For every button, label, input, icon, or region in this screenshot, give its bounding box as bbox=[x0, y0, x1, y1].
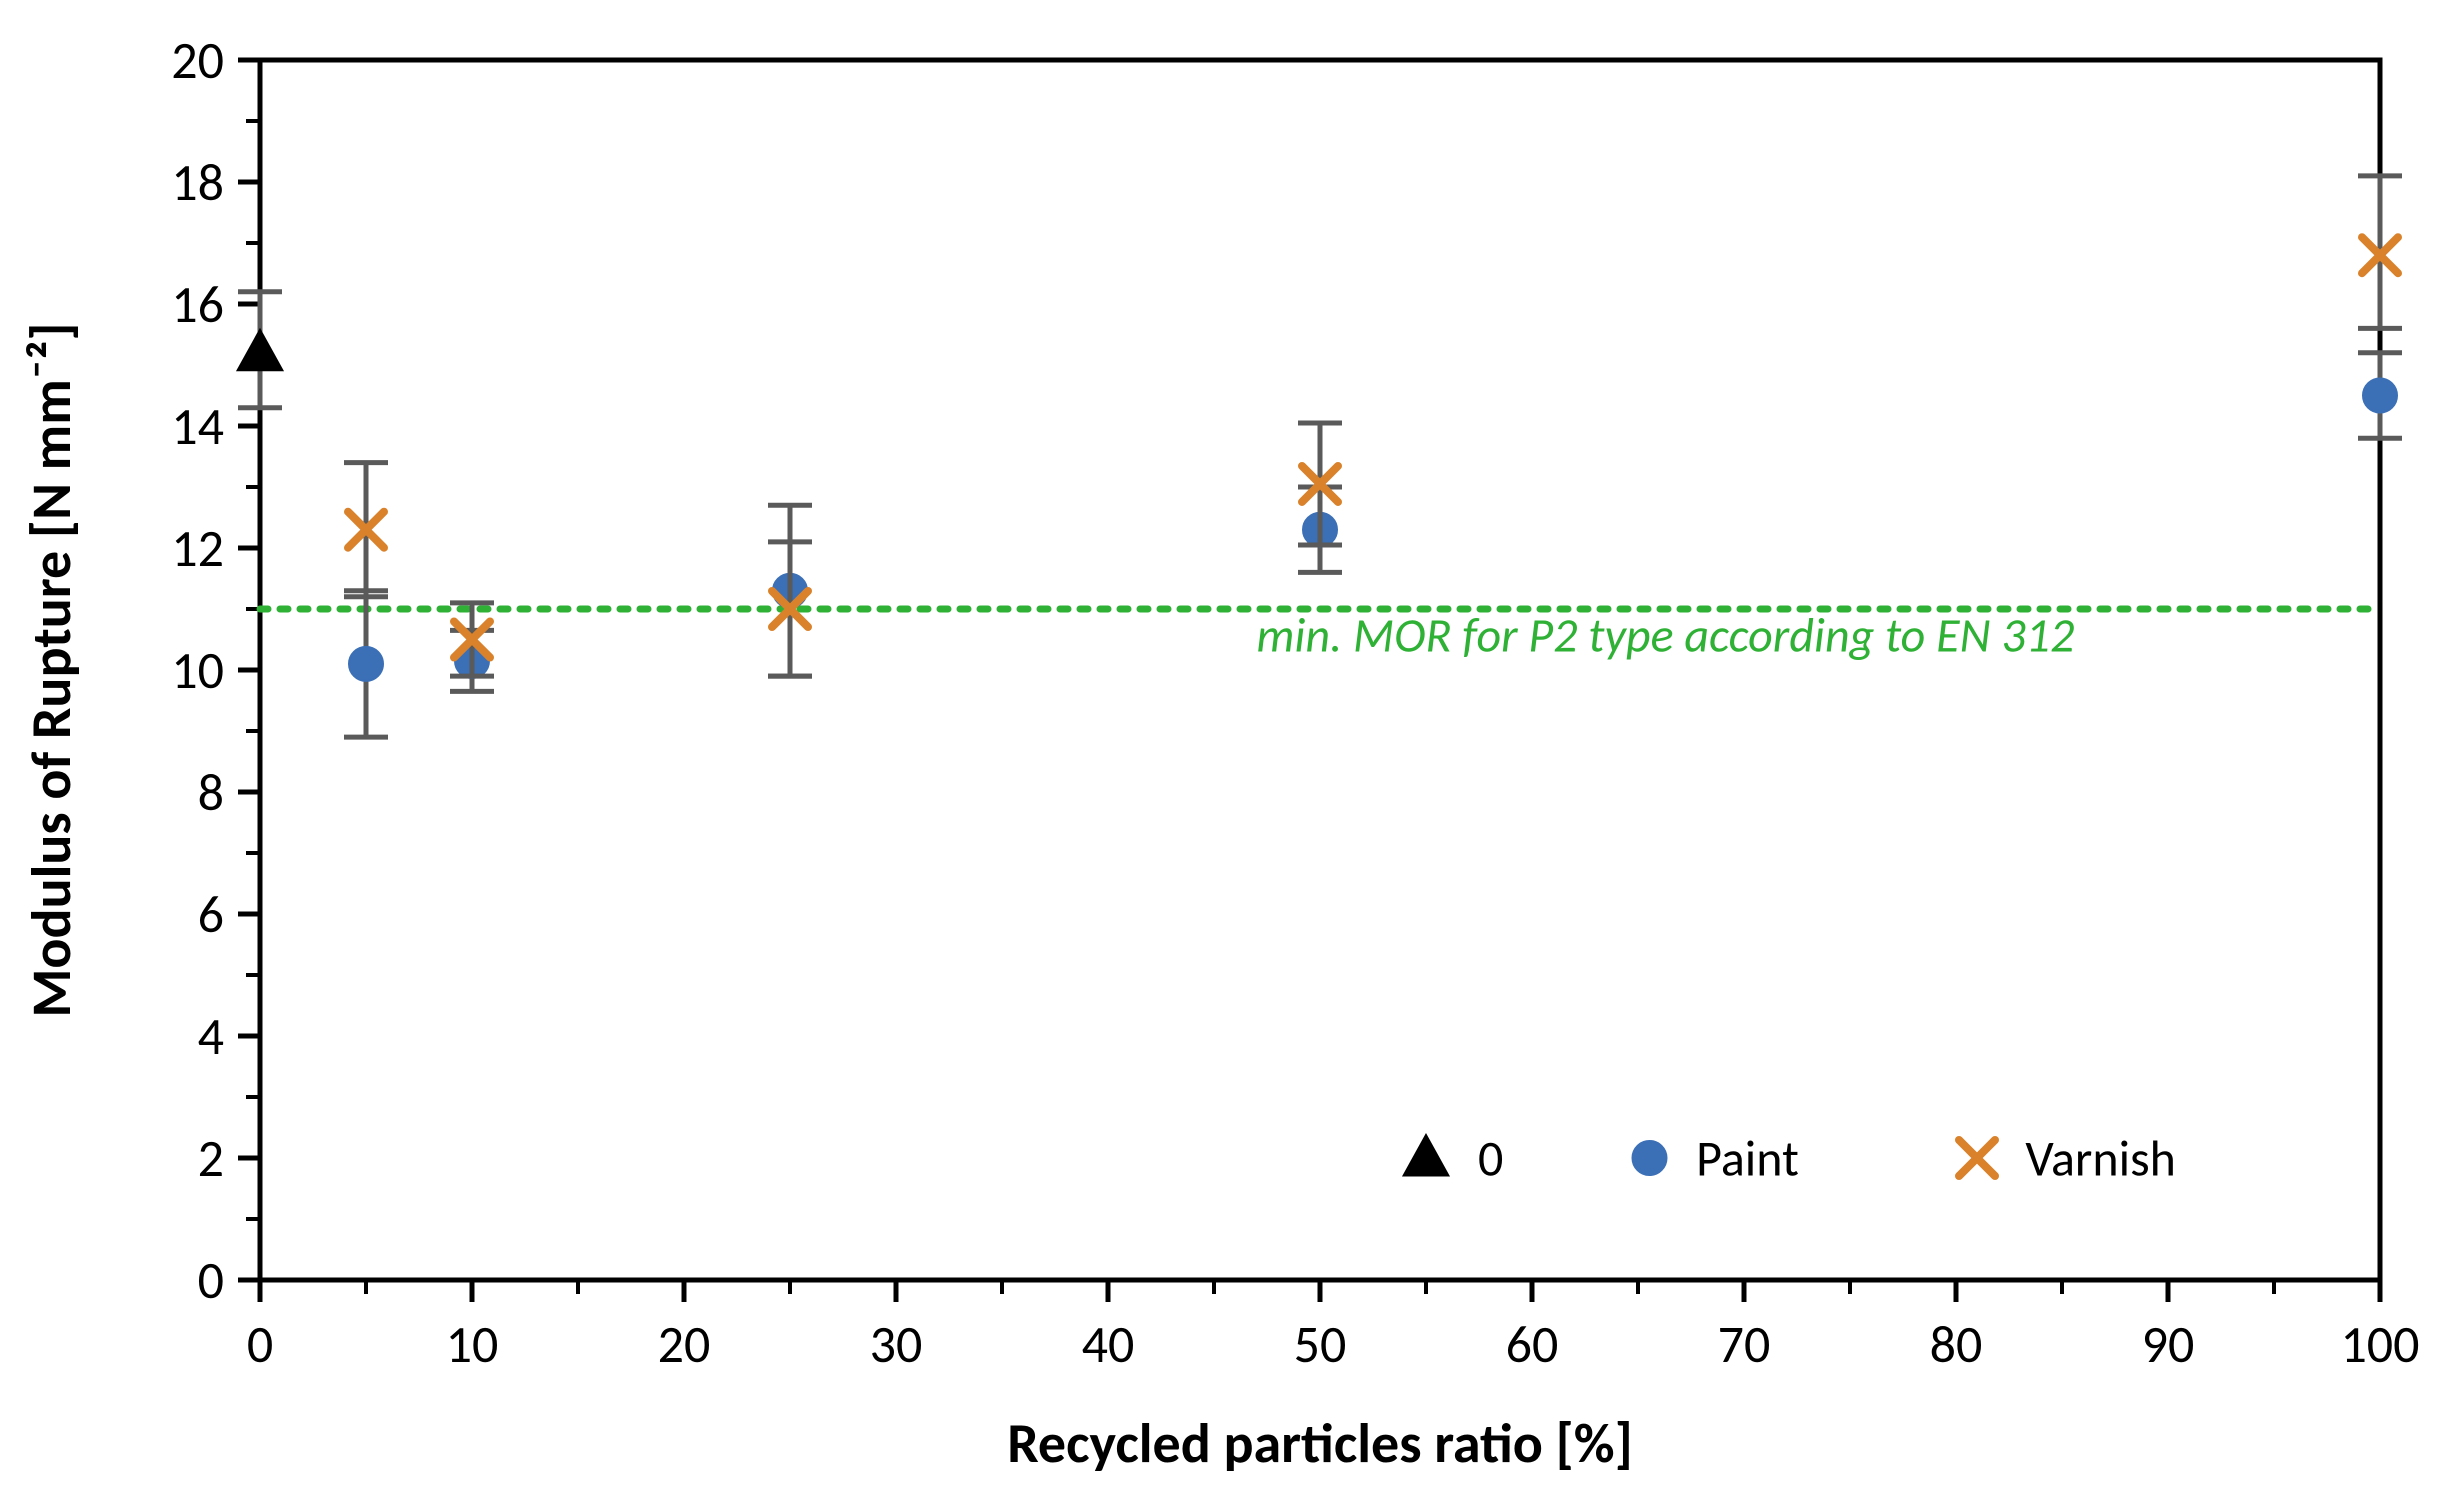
y-tick-label: 12 bbox=[171, 516, 224, 580]
marker-circle bbox=[1633, 1141, 1667, 1175]
y-tick-label: 20 bbox=[171, 28, 224, 92]
x-axis-title: Recycled particles ratio [%] bbox=[1007, 1410, 1633, 1478]
y-axis-title: Modulus of Rupture [N mm⁻²] bbox=[18, 322, 86, 1017]
y-tick-label: 16 bbox=[171, 272, 224, 336]
marker-circle bbox=[349, 647, 383, 681]
x-tick-label: 100 bbox=[2340, 1312, 2419, 1376]
y-tick-label: 6 bbox=[198, 882, 224, 946]
x-tick-label: 60 bbox=[1506, 1312, 1559, 1376]
y-tick-label: 8 bbox=[198, 760, 224, 824]
x-tick-label: 50 bbox=[1294, 1312, 1347, 1376]
x-tick-label: 70 bbox=[1718, 1312, 1771, 1376]
legend-label: 0 bbox=[1478, 1129, 1503, 1190]
chart-svg: 0 10 20 30 40 50 60 70 80 90 100 0 2 4 6 8 10 12 14 16 18 20 R… bbox=[0, 0, 2455, 1492]
legend-label: Varnish bbox=[2025, 1129, 2176, 1190]
y-tick-label: 2 bbox=[198, 1126, 224, 1190]
y-tick-label: 10 bbox=[171, 638, 224, 702]
legend-label: Paint bbox=[1696, 1129, 1799, 1190]
x-tick-label: 30 bbox=[870, 1312, 923, 1376]
y-tick-label: 4 bbox=[198, 1004, 224, 1068]
reference-line-label: min. MOR for P2 type according to EN 312 bbox=[1256, 606, 2074, 665]
x-tick-label: 20 bbox=[658, 1312, 711, 1376]
y-tick-label: 14 bbox=[171, 394, 224, 458]
y-tick-label: 0 bbox=[198, 1248, 224, 1312]
x-tick-label: 0 bbox=[247, 1312, 273, 1376]
x-tick-label: 10 bbox=[446, 1312, 499, 1376]
x-tick-label: 80 bbox=[1930, 1312, 1983, 1376]
marker-circle bbox=[2363, 379, 2397, 413]
x-tick-label: 90 bbox=[2142, 1312, 2195, 1376]
mor-scatter-chart: 0 10 20 30 40 50 60 70 80 90 100 0 2 4 6 8 10 12 14 16 18 20 R… bbox=[0, 0, 2455, 1492]
x-tick-label: 40 bbox=[1082, 1312, 1135, 1376]
y-tick-label: 18 bbox=[171, 150, 224, 214]
